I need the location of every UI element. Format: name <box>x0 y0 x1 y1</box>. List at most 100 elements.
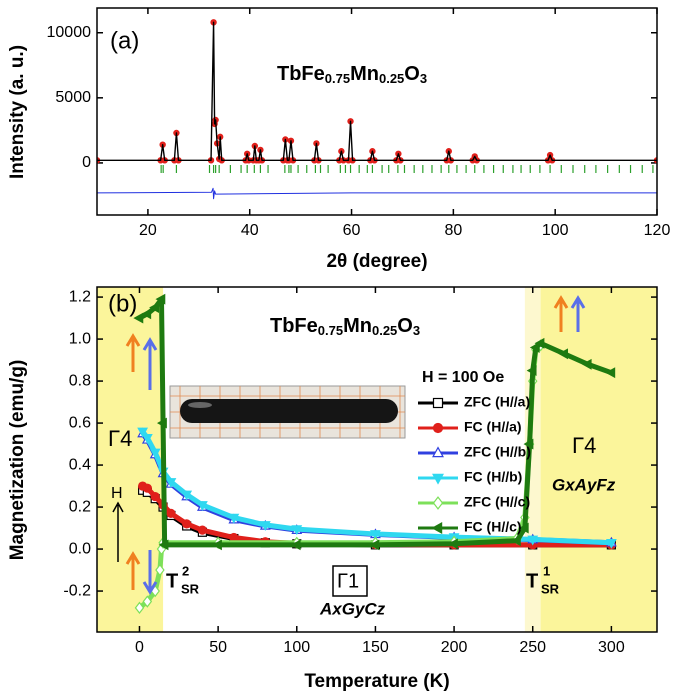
marker <box>155 293 166 305</box>
title-part: 0.75 <box>318 323 343 338</box>
x-tick-label: 50 <box>209 639 227 656</box>
marker <box>149 448 161 459</box>
legend-label: FC (H//b) <box>464 469 522 485</box>
plot: 20 40 60 80 100 120 0 5000 10000 <box>47 7 670 239</box>
marker <box>432 422 444 434</box>
y-tick-label: 10000 <box>47 24 92 41</box>
marker <box>558 348 568 360</box>
marker <box>137 427 149 438</box>
marker <box>432 446 444 458</box>
marker <box>133 312 144 324</box>
spin-arrows <box>112 295 586 595</box>
series-line <box>97 187 657 200</box>
annotation: H <box>111 485 123 502</box>
crystal-photo <box>169 385 406 439</box>
marker <box>510 535 521 547</box>
marker <box>527 535 539 546</box>
marker <box>142 595 153 608</box>
y-tick-label: 0.2 <box>69 498 91 515</box>
base-layer: 20 40 60 80 100 120 0 5000 10000 0 50 100 150 200 250 3… <box>47 7 670 656</box>
legend-title: H = 100 Oe <box>422 369 504 386</box>
marker <box>157 417 167 429</box>
annotation: GxAyFz <box>552 475 616 494</box>
marker <box>182 519 192 529</box>
title-part: O <box>397 315 413 337</box>
crystal-rod <box>180 399 398 423</box>
x-tick-label: 300 <box>598 639 625 656</box>
arrow <box>553 295 569 332</box>
marker <box>290 539 301 551</box>
marker <box>181 490 193 501</box>
x-tick-label: 150 <box>362 639 389 656</box>
x-tick-label: 100 <box>283 639 310 656</box>
y-tick-label: 0 <box>82 154 91 171</box>
marker <box>432 397 444 409</box>
marker <box>141 433 153 444</box>
annotation: Γ4 <box>572 433 596 458</box>
title-part: 0.25 <box>372 323 397 338</box>
title-part: Mn <box>343 315 372 337</box>
plot-frame <box>96 286 658 633</box>
arrow <box>125 551 141 590</box>
x-tick-label: 200 <box>441 639 468 656</box>
arrow <box>570 295 586 332</box>
marker <box>259 521 271 531</box>
annotation: Γ4 <box>108 426 132 451</box>
marker <box>291 525 303 536</box>
title-part: TbFe <box>277 63 325 85</box>
arrow <box>142 550 158 595</box>
title-part: 0.25 <box>379 71 404 86</box>
marker <box>523 438 534 450</box>
y-tick-label: 0.8 <box>69 372 91 389</box>
transition-label: T <box>166 570 178 592</box>
legend-label: FC (H//c) <box>464 519 522 535</box>
plot: 0 50 100 150 200 250 300 -0.2 0.0 0.2 0.4 0.6 0.8 1.0… <box>63 286 658 656</box>
y-tick-label: 0.0 <box>69 540 91 557</box>
marker <box>370 530 381 540</box>
field-arrow <box>112 501 124 562</box>
transition-label: SR <box>541 581 560 596</box>
marker <box>228 513 240 524</box>
marker <box>165 478 177 488</box>
y-tick-label: -0.2 <box>63 582 91 599</box>
gamma1-box <box>332 565 368 597</box>
plot-frame <box>96 7 658 216</box>
chart-title: TbFe0.75Mn0.25O3 <box>277 63 427 86</box>
marker <box>526 365 537 376</box>
marker <box>166 508 176 518</box>
x-tick-label: 80 <box>444 222 462 239</box>
title-part: Mn <box>350 63 379 85</box>
x-axis-label: Temperature (K) <box>304 671 449 692</box>
x-tick-label: 20 <box>139 222 157 239</box>
chart-title: TbFe0.75Mn0.25O3 <box>270 315 420 338</box>
y-tick-label: 1.2 <box>69 288 91 305</box>
y-axis-label: Magnetization (emu/g) <box>7 360 28 561</box>
title-part: O <box>404 63 420 85</box>
marker <box>142 483 152 493</box>
x-tick-label: 250 <box>519 639 546 656</box>
transition-label: 1 <box>543 563 550 578</box>
marker <box>134 601 145 615</box>
marker <box>534 337 545 349</box>
marker <box>518 522 529 534</box>
marker <box>369 539 380 551</box>
arrow <box>142 337 158 390</box>
panel-label: (b) <box>108 290 137 317</box>
x-tick-label: 0 <box>135 639 144 656</box>
marker <box>149 302 160 313</box>
x-tick-label: 60 <box>343 222 361 239</box>
data-area <box>133 293 617 615</box>
marker <box>158 539 169 551</box>
marker <box>196 501 208 512</box>
y-tick-label: 5000 <box>55 89 91 106</box>
marker <box>212 539 222 551</box>
marker <box>155 563 165 577</box>
data-area <box>97 19 657 200</box>
y-tick-label: 0.4 <box>69 456 91 473</box>
arrow <box>125 333 141 372</box>
series-line <box>97 21 657 162</box>
marker <box>605 367 616 379</box>
title-part: 0.75 <box>325 71 350 86</box>
marker <box>581 358 592 370</box>
